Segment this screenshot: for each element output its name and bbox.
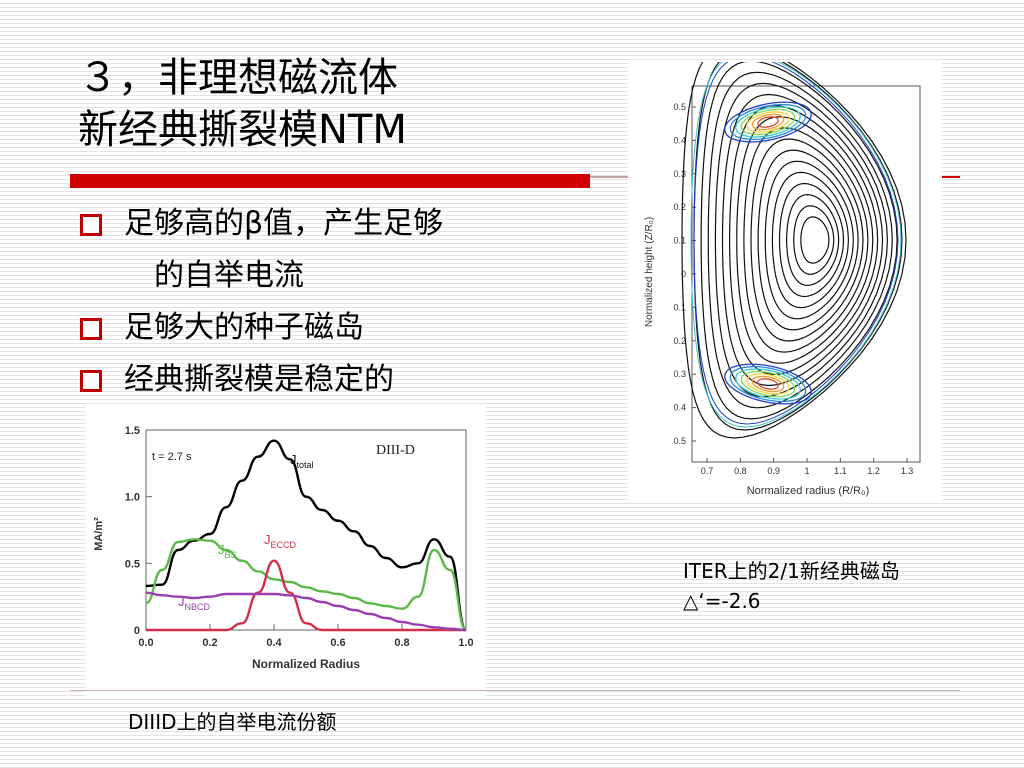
iter-y-tick-label: 0.1 [673,236,686,246]
title-line-2: 新经典撕裂模NTM [78,104,407,156]
square-bullet-icon [80,214,102,236]
square-bullet-icon [80,318,102,340]
diiid-current-figure: 0 0.5 1.0 1.5 0.0 0.2 0.4 0.6 0.8 1.0 t = 2.7 s D… [86,406,486,696]
time-label: t = 2.7 s [152,451,192,463]
iter-x-tick-label: 0.8 [734,466,747,476]
y-tick-label: 1.0 [125,492,140,504]
iter-x-axis-label: Normalized radius (R/R₀) [747,485,870,497]
iter-figure-caption: ITER上的2/1新经典磁岛 △‘=-2.6 [683,556,900,616]
device-label: DIII-D [376,443,415,458]
iter-y-axis-label: Normalized height (Z/R₀) [644,217,655,327]
y-tick-label: 1.5 [125,425,140,437]
title-underline-bar [70,174,590,188]
current-profile-chart: 0 0.5 1.0 1.5 0.0 0.2 0.4 0.6 0.8 1.0 t = 2.7 s D… [86,406,486,696]
title-line-1: ３，非理想磁流体 [78,52,407,104]
iter-x-tick-label: 0.7 [701,466,714,476]
x-tick-label: 0.4 [266,637,282,649]
bullet-item: 足够高的β值，产生足够 的自举电流 [78,198,598,302]
iter-y-tick-label: 0.5 [673,102,686,112]
x-tick-label: 1.0 [458,637,473,649]
bullet-text: 足够大的种子磁岛 [124,302,598,354]
diiid-figure-caption: DIIID上的自举电流份额 [128,708,337,736]
y-tick-label: 0.5 [125,558,140,570]
iter-x-tick-label: 1.3 [901,466,914,476]
title-divider-accent [940,176,960,178]
x-tick-label: 0.6 [330,637,345,649]
chart-y-axis-label: MA/m² [93,517,105,551]
iter-y-tick-label: 0.5 [673,436,686,446]
y-tick-label: 0 [134,625,140,637]
iter-caption-line-2: △‘=-2.6 [683,586,900,616]
bullet-text-continuation: 的自举电流 [124,250,598,302]
iter-y-tick-label: 0.3 [673,369,686,379]
iter-y-tick-label: 0.2 [673,202,686,212]
x-tick-label: 0.2 [202,637,217,649]
iter-contour-plot: 0.5 0.4 0.3 0.2 0.1 0 0.1 0.2 0.3 0.4 0.5 0.7 0.8 0.9… [628,62,942,502]
iter-x-tick-label: 0.9 [767,466,780,476]
iter-caption-line-1: ITER上的2/1新经典磁岛 [683,556,900,586]
x-tick-label: 0.8 [394,637,409,649]
slide-title: ３，非理想磁流体 新经典撕裂模NTM [78,52,407,156]
iter-island-figure: 0.5 0.4 0.3 0.2 0.1 0 0.1 0.2 0.3 0.4 0.5 0.7 0.8 0.9… [628,62,942,502]
iter-x-tick-label: 1.2 [867,466,880,476]
x-tick-label: 0.0 [138,637,153,649]
iter-x-tick-label: 1.1 [834,466,847,476]
bullet-item: 经典撕裂模是稳定的 [78,354,598,406]
iter-y-tick-label: 0.2 [673,336,686,346]
bullet-item: 足够大的种子磁岛 [78,302,598,354]
iter-y-tick-label: 0.4 [673,135,686,145]
chart-x-axis-label: Normalized Radius [252,657,360,671]
iter-y-tick-label: 0.4 [673,403,686,413]
iter-y-tick-label: 0.3 [673,169,686,179]
bullet-list: 足够高的β值，产生足够 的自举电流 足够大的种子磁岛 经典撕裂模是稳定的 [78,198,598,406]
footer-divider [70,690,960,691]
square-bullet-icon [80,370,102,392]
iter-x-tick-label: 1 [804,466,809,476]
bullet-text: 足够高的β值，产生足够 [124,198,598,250]
bullet-text: 经典撕裂模是稳定的 [124,354,598,406]
